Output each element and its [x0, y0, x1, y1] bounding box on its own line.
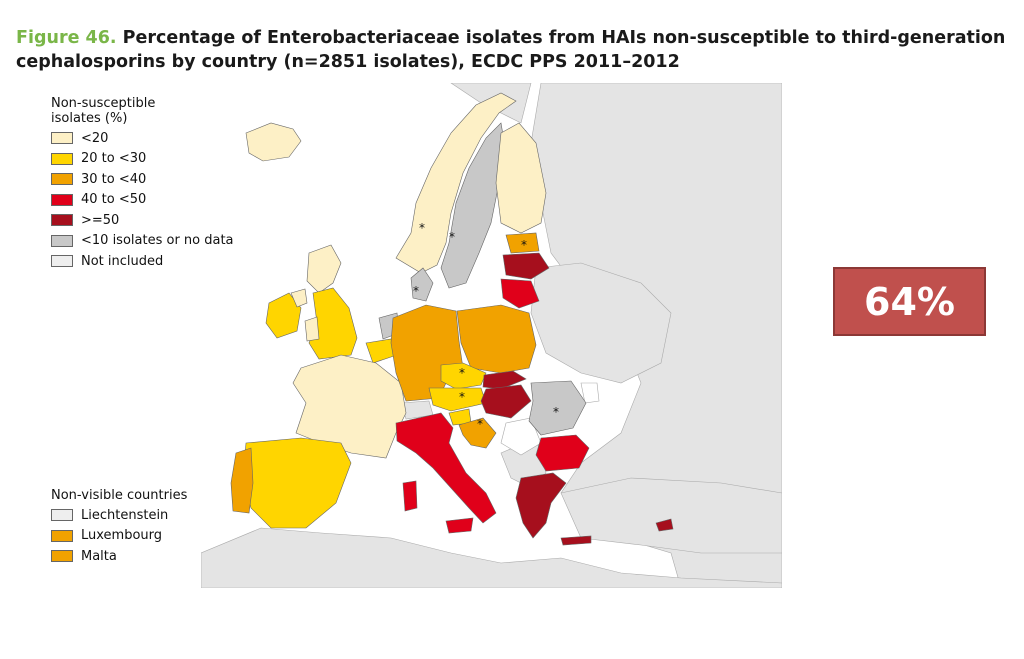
nonvisible-legend: Non-visible countries Liechtenstein Luxe…	[51, 488, 187, 567]
marker-estonia: *	[521, 238, 527, 252]
legend-swatch	[51, 509, 73, 522]
legend-swatch	[51, 152, 73, 165]
figure-caption: Percentage of Enterobacteriaceae isolate…	[16, 28, 1006, 72]
czech-republic	[440, 362, 487, 390]
wales	[304, 316, 320, 342]
italy	[395, 412, 497, 524]
europe-map: * * * * * * * *	[201, 83, 782, 588]
legend-item: Malta	[51, 546, 187, 567]
legend-swatch	[51, 529, 73, 542]
marker-denmark: *	[413, 284, 419, 298]
croatia	[458, 417, 497, 449]
marker-romania: *	[553, 405, 559, 419]
legend-item: <10 isolates or no data	[51, 231, 234, 252]
sicily	[445, 517, 474, 534]
legend-swatch	[51, 234, 73, 247]
hungary	[480, 384, 532, 419]
estonia	[505, 232, 540, 254]
scotland	[306, 244, 342, 294]
norway	[395, 92, 517, 274]
latvia	[502, 252, 550, 280]
marker-czech: *	[459, 366, 465, 380]
legend-swatch	[51, 550, 73, 563]
legend-item: Luxembourg	[51, 526, 187, 547]
legend-item: 20 to <30	[51, 149, 234, 170]
belarus-ukraine	[530, 262, 672, 384]
portugal	[230, 447, 254, 514]
legend-item: Not included	[51, 251, 234, 272]
iceland	[245, 122, 302, 162]
legend-heading: Non-susceptible isolates (%)	[51, 96, 156, 126]
northern-ireland	[290, 288, 308, 308]
romania	[528, 380, 587, 436]
legend-swatch	[51, 132, 73, 145]
legend-item: 40 to <50	[51, 190, 234, 211]
legend-item: <20	[51, 128, 234, 149]
turkey	[560, 477, 782, 554]
marker-austria: *	[459, 390, 465, 404]
greece	[515, 472, 567, 539]
slovakia	[482, 370, 527, 390]
austria	[428, 387, 487, 412]
legend-swatch	[51, 255, 73, 268]
cyprus	[655, 518, 674, 532]
marker-sweden: *	[449, 230, 455, 244]
marker-norway: *	[419, 221, 425, 235]
legend-swatch	[51, 193, 73, 206]
marker-croatia: *	[477, 417, 483, 431]
figure-number: Figure 46.	[16, 28, 117, 48]
legend-item: >=50	[51, 210, 234, 231]
crete	[560, 535, 592, 546]
lithuania	[500, 278, 540, 309]
legend: Non-susceptible isolates (%) <20 20 to <…	[51, 96, 234, 272]
nonvisible-heading: Non-visible countries	[51, 488, 188, 503]
legend-swatch	[51, 173, 73, 186]
sardinia	[402, 480, 418, 512]
legend-item: Liechtenstein	[51, 505, 187, 526]
percentage-badge: 64%	[833, 267, 986, 336]
moldova-not-included	[580, 382, 600, 404]
north-africa	[201, 527, 782, 588]
denmark	[410, 267, 434, 302]
bulgaria	[535, 434, 590, 472]
serbia-not-included	[500, 417, 542, 456]
figure-title: Figure 46. Percentage of Enterobacteriac…	[16, 26, 1016, 74]
legend-swatch	[51, 214, 73, 227]
france	[292, 354, 407, 459]
poland	[456, 304, 537, 374]
legend-item: 30 to <40	[51, 169, 234, 190]
finland	[495, 122, 547, 234]
ireland	[265, 292, 302, 339]
